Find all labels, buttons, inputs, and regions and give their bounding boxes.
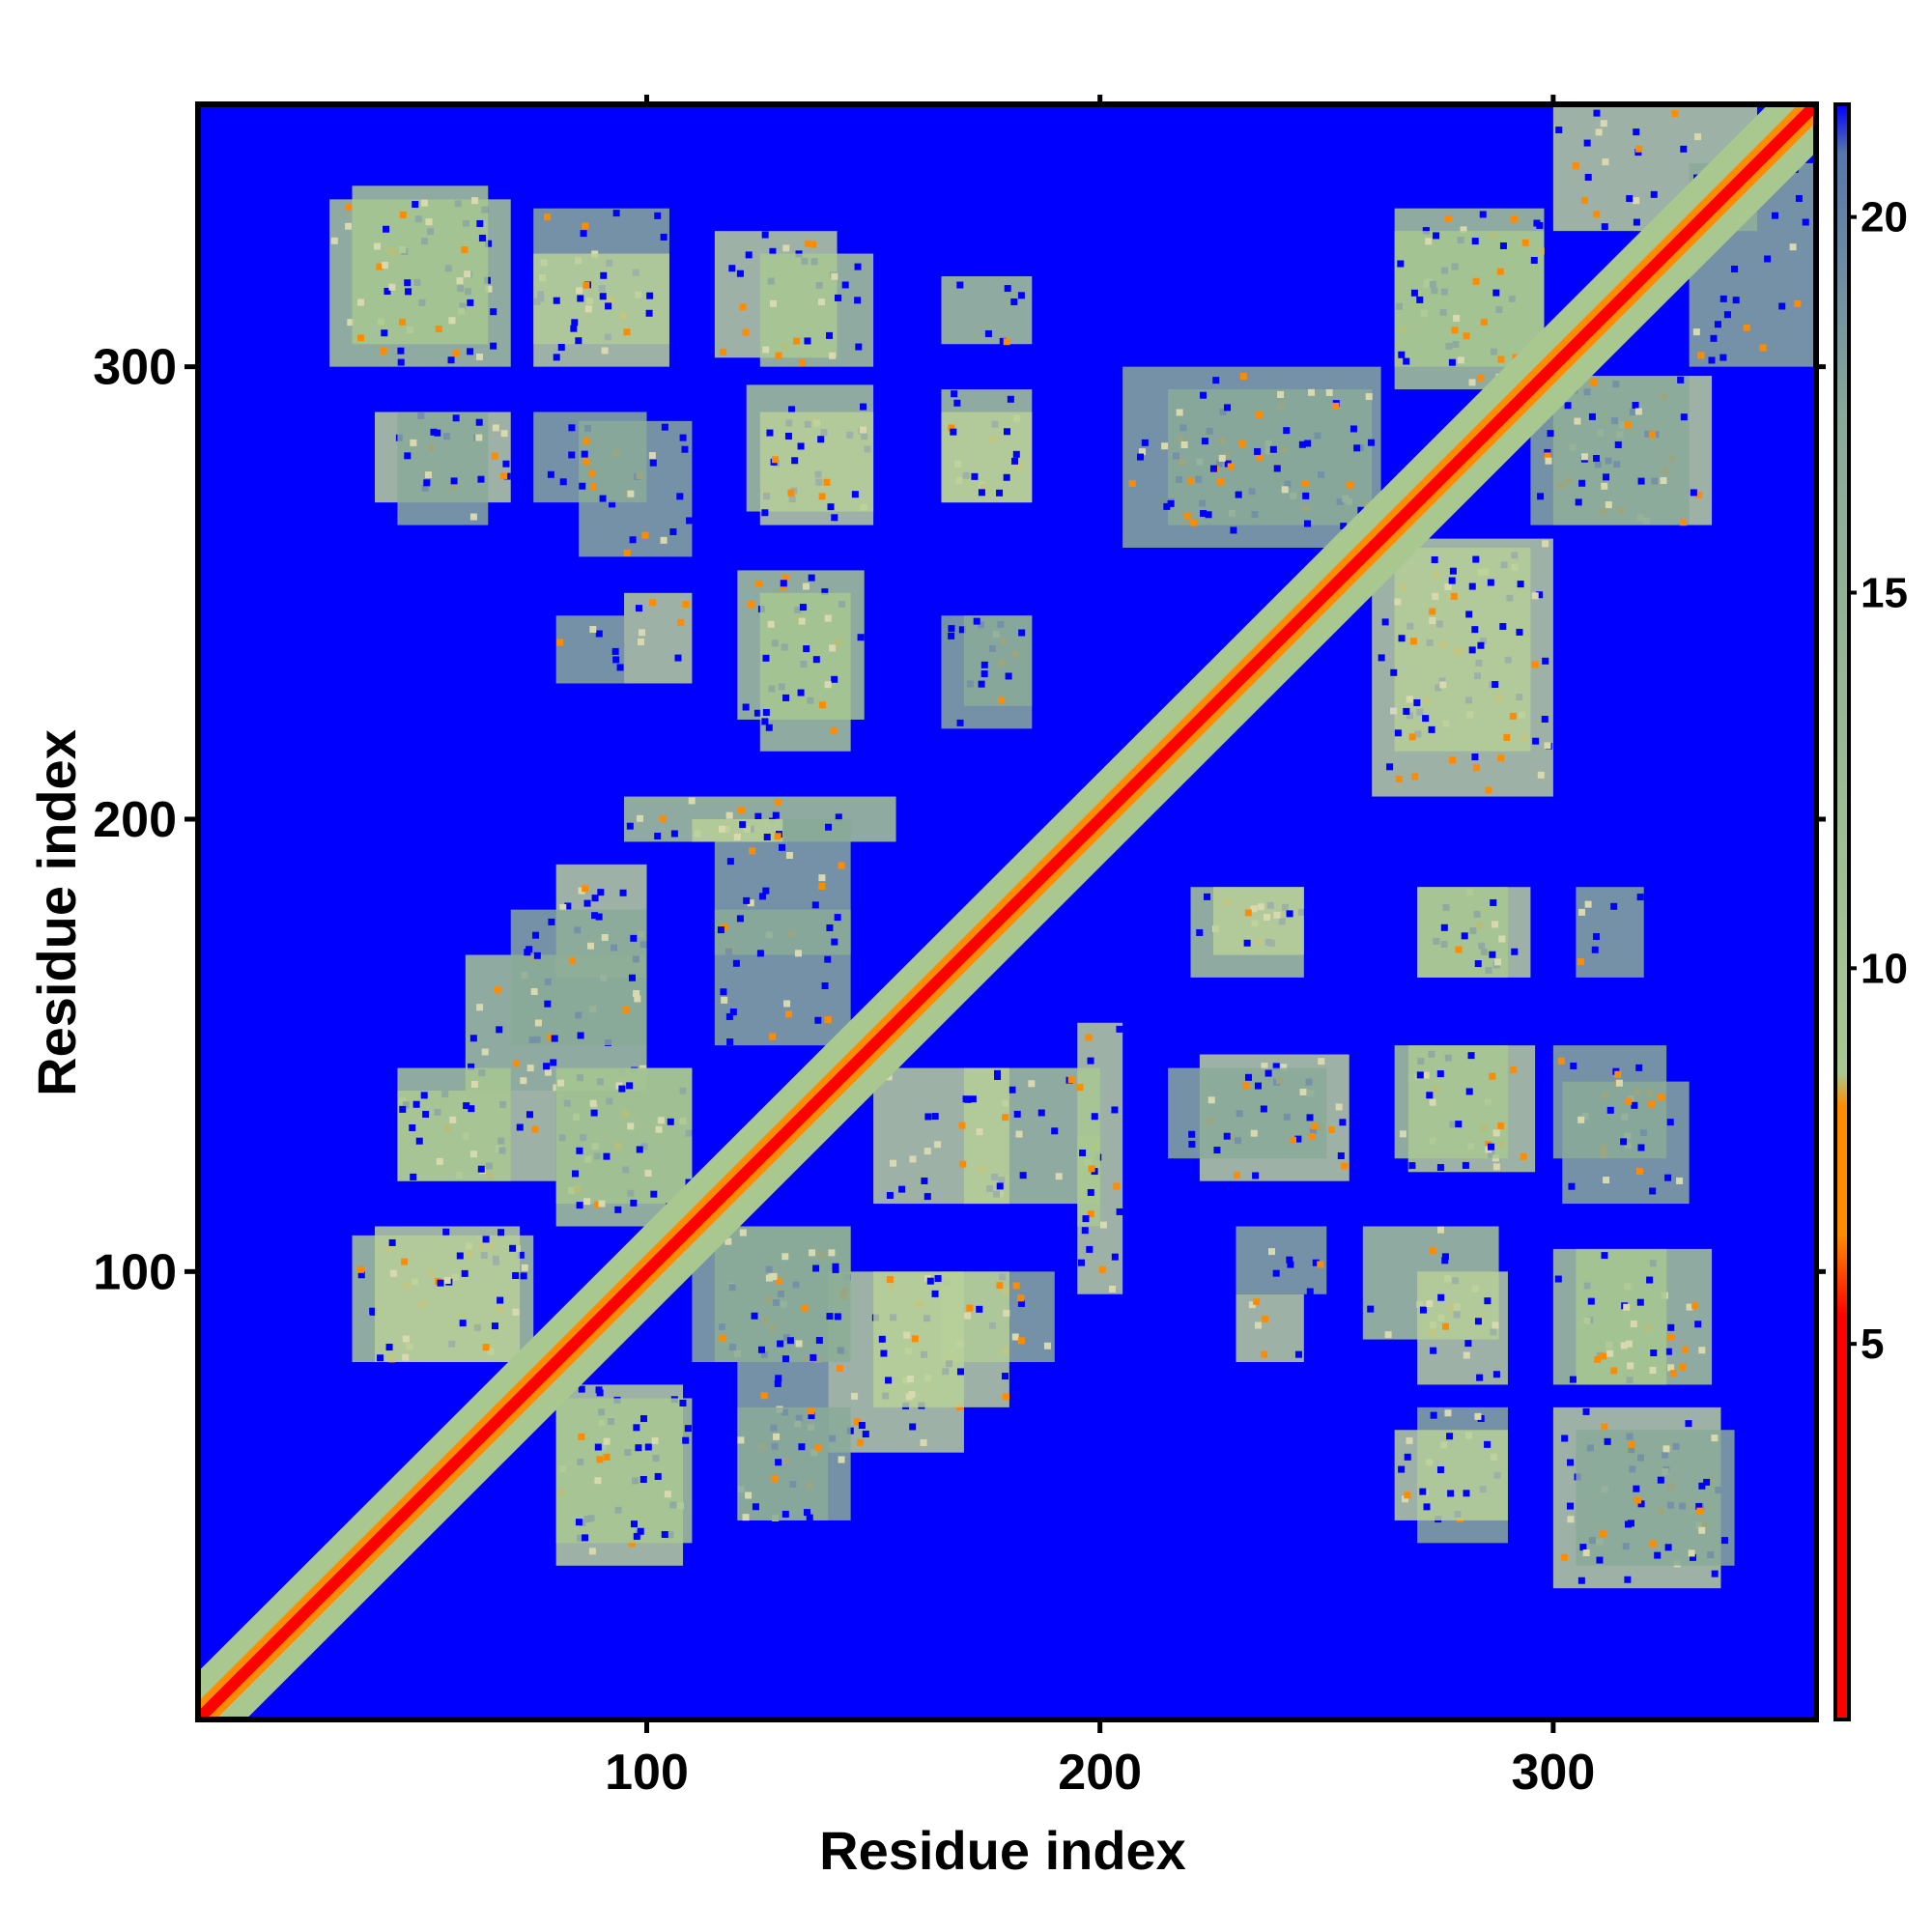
contact-region (737, 1406, 851, 1521)
contact-region (555, 615, 625, 684)
contact-region (941, 275, 1033, 346)
contact-region (1122, 366, 1381, 548)
y-tick-label: 300 (93, 340, 177, 396)
contact-region (533, 412, 647, 503)
contact-region (1417, 1271, 1508, 1385)
colorbar-tick-label: 15 (1861, 569, 1908, 616)
contact-region (1236, 1293, 1304, 1363)
contact-region (759, 592, 851, 752)
contact-region (374, 1226, 521, 1363)
colorbar-tick-label: 5 (1861, 1321, 1884, 1368)
colorbar-gradient (1833, 102, 1851, 1721)
contact-region (1552, 1045, 1667, 1159)
diagonal-band (198, 104, 1816, 1719)
contact-region (1552, 1248, 1667, 1385)
x-axis: 100 200 300 (605, 95, 1595, 1801)
contact-region (941, 412, 1033, 503)
y-axis: 100 200 300 (93, 340, 1826, 1300)
colorbar-tick-label: 10 (1861, 945, 1908, 992)
plot-frame (195, 101, 1819, 1722)
contact-region (533, 253, 669, 367)
contact-region (1168, 1067, 1327, 1159)
contact-region (1394, 1430, 1508, 1520)
contact-region (692, 818, 783, 842)
contact-region (1576, 1430, 1735, 1566)
contact-region (555, 1398, 693, 1544)
x-tick-label: 300 (1511, 1745, 1595, 1801)
contact-region (714, 909, 851, 1046)
contact-region (1077, 1135, 1100, 1227)
contact-region (1576, 887, 1644, 978)
diagonal-core (198, 104, 1816, 1719)
contact-region (1394, 1045, 1508, 1159)
x-tick-label: 200 (1058, 1745, 1142, 1801)
contact-region (397, 412, 489, 526)
contact-region (873, 1271, 1010, 1407)
contact-region (963, 615, 1033, 706)
contact-region (352, 185, 489, 345)
contact-region (510, 909, 647, 1046)
contact-region (759, 412, 874, 526)
contact-region (759, 253, 874, 367)
colorbar: 5 10 15 20 (1833, 102, 1908, 1721)
y-tick-label: 200 (93, 792, 177, 848)
x-axis-label: Residue index (819, 1820, 1186, 1881)
y-tick-label: 100 (93, 1244, 177, 1300)
contact-regions (329, 104, 1816, 1589)
contact-region (1372, 538, 1553, 797)
colorbar-tick-label: 20 (1861, 194, 1908, 242)
contact-region (1212, 887, 1304, 955)
contact-region (624, 592, 693, 684)
x-tick-label: 100 (605, 1745, 689, 1801)
contact-region (555, 1067, 693, 1227)
y-axis-label: Residue index (26, 729, 87, 1096)
contact-region (873, 1067, 1009, 1205)
contact-region (692, 1226, 851, 1363)
contact-region (397, 1067, 511, 1181)
contact-region (1236, 1226, 1327, 1295)
contact-region (1417, 887, 1508, 978)
